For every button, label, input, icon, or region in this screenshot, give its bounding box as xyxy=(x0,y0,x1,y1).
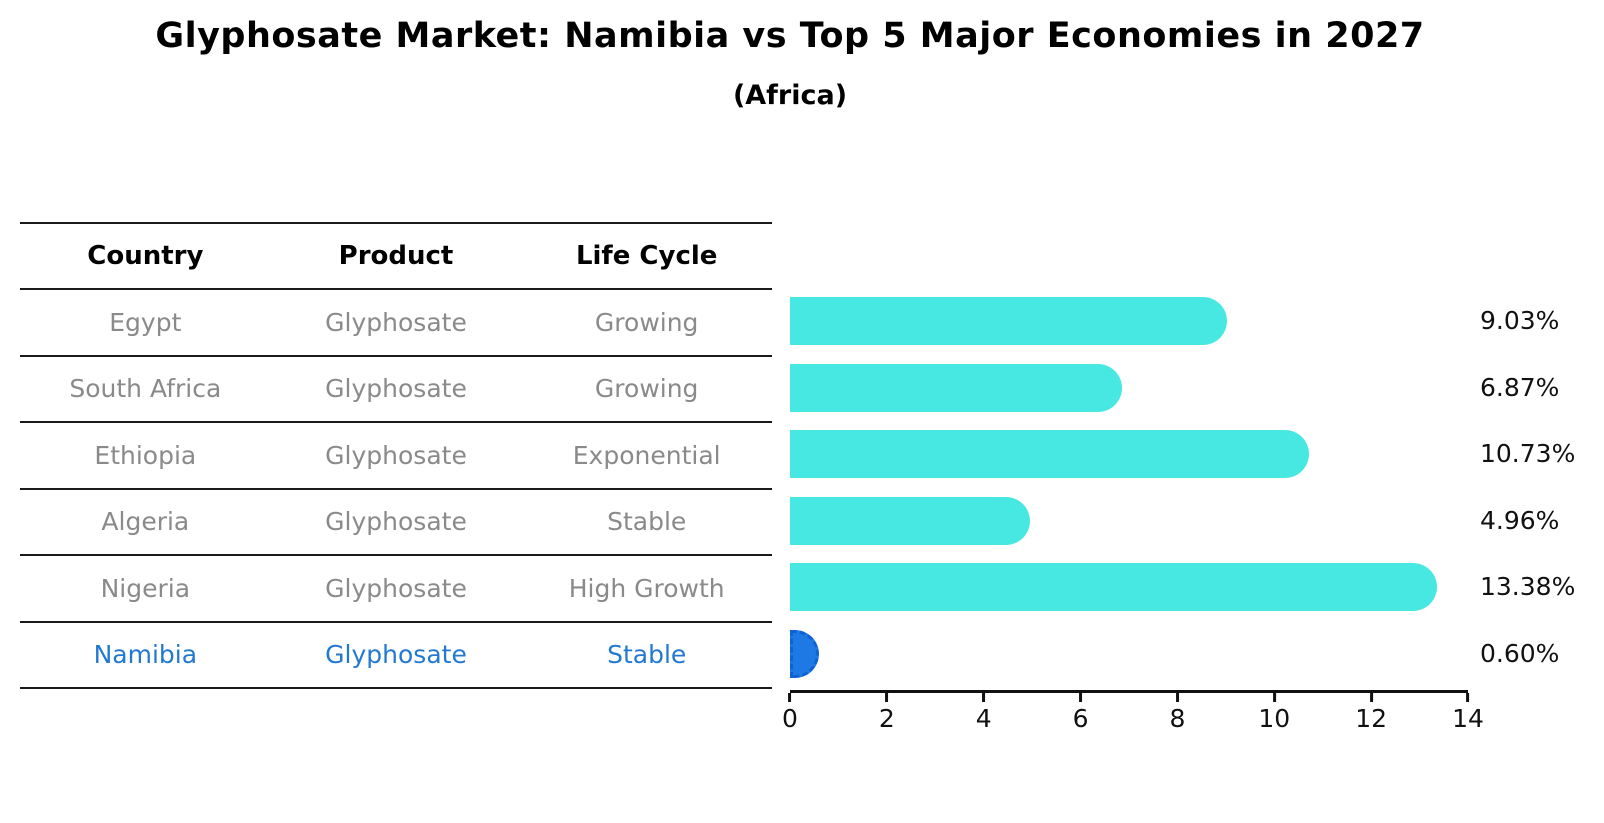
country-cell: Namibia xyxy=(93,640,198,670)
x-tick-label: 10 xyxy=(1258,704,1291,733)
bar-row xyxy=(790,488,1467,555)
bar-algeria xyxy=(790,496,1030,545)
table-row: Algeria Glyphosate Stable xyxy=(20,490,772,556)
bar-row xyxy=(790,288,1467,355)
x-tick-label: 0 xyxy=(782,704,798,733)
table-row: Nigeria Glyphosate High Growth xyxy=(20,556,772,623)
life-cycle-cell: Stable xyxy=(607,507,687,537)
value-label-ethiopia: 10.73% xyxy=(1480,439,1576,468)
product-cell: Glyphosate xyxy=(325,374,467,404)
table-row: Ethiopia Glyphosate Exponential xyxy=(20,423,772,490)
x-axis-tick: 12 xyxy=(1355,693,1387,733)
product-cell: Glyphosate xyxy=(325,307,467,337)
column-header-life-cycle: Life Cycle xyxy=(575,241,718,271)
x-tick-label: 14 xyxy=(1452,704,1484,733)
table-header-row: Country Product Life Cycle xyxy=(20,222,772,290)
table-row: South Africa Glyphosate Growing xyxy=(20,357,772,423)
x-axis-tick: 10 xyxy=(1258,693,1290,733)
life-cycle-cell: High Growth xyxy=(568,573,725,603)
bar-row xyxy=(790,355,1467,422)
value-label-namibia: 0.60% xyxy=(1480,638,1560,668)
x-tick-label: 6 xyxy=(1072,704,1089,733)
x-tick-label: 2 xyxy=(878,704,895,733)
life-cycle-cell: Exponential xyxy=(572,440,721,470)
tick-mark xyxy=(885,693,889,702)
life-cycle-cell: Growing xyxy=(594,374,699,404)
page-subtitle: (Africa) xyxy=(732,80,848,111)
product-cell: Glyphosate xyxy=(325,507,467,537)
x-tick-label: 12 xyxy=(1355,704,1388,733)
tick-mark xyxy=(1175,693,1179,702)
tick-mark xyxy=(982,693,986,702)
tick-mark xyxy=(1079,693,1083,702)
value-label-south-africa: 6.87% xyxy=(1480,372,1560,402)
x-axis-tick: 14 xyxy=(1452,693,1484,733)
tick-mark xyxy=(1369,693,1373,702)
country-cell: Ethiopia xyxy=(94,440,197,470)
country-cell: Nigeria xyxy=(100,573,191,603)
country-cell: Algeria xyxy=(101,507,190,537)
bar-row xyxy=(790,621,1467,688)
value-label-egypt: 9.03% xyxy=(1480,306,1560,335)
x-axis-tick: 6 xyxy=(1073,693,1089,733)
bar-egypt xyxy=(790,297,1227,345)
country-table: Country Product Life Cycle Egypt Glyphos… xyxy=(20,222,772,689)
product-cell: Glyphosate xyxy=(325,573,467,603)
x-axis-tick: 4 xyxy=(976,693,992,733)
x-tick-label: 4 xyxy=(975,704,992,733)
value-label-algeria: 4.96% xyxy=(1480,505,1560,535)
bar-row xyxy=(790,554,1467,621)
bar-namibia-highlight xyxy=(790,629,819,678)
value-label-nigeria: 13.38% xyxy=(1480,572,1576,601)
tick-mark xyxy=(1466,693,1470,702)
country-cell: Egypt xyxy=(109,307,182,337)
product-cell: Glyphosate xyxy=(325,640,467,670)
bar-row xyxy=(790,421,1467,488)
value-label-column: 9.03% 6.87% 10.73% 4.96% 13.38% 0.60% xyxy=(1480,288,1604,687)
life-cycle-cell: Stable xyxy=(607,640,687,670)
bar-nigeria xyxy=(790,563,1438,611)
x-tick-label: 8 xyxy=(1169,704,1186,733)
country-cell: South Africa xyxy=(69,374,222,404)
life-cycle-cell: Growing xyxy=(594,307,699,337)
bar-chart-plot-area xyxy=(790,288,1467,687)
tick-mark xyxy=(788,693,792,702)
bar-ethiopia xyxy=(790,430,1309,478)
table-row-namibia-highlight: Namibia Glyphosate Stable xyxy=(20,623,772,689)
tick-mark xyxy=(1272,693,1276,702)
bar-south-africa xyxy=(790,363,1123,412)
x-axis-tick: 8 xyxy=(1169,693,1185,733)
x-axis: 0 2 4 6 8 10 12 14 xyxy=(782,690,1484,732)
column-header-product: Product xyxy=(338,241,454,271)
x-axis-tick: 0 xyxy=(782,693,798,733)
x-axis-tick: 2 xyxy=(879,693,895,733)
column-header-country: Country xyxy=(87,241,204,271)
table-row: Egypt Glyphosate Growing xyxy=(20,290,772,357)
product-cell: Glyphosate xyxy=(325,440,467,470)
page-title: Glyphosate Market: Namibia vs Top 5 Majo… xyxy=(155,16,1425,56)
